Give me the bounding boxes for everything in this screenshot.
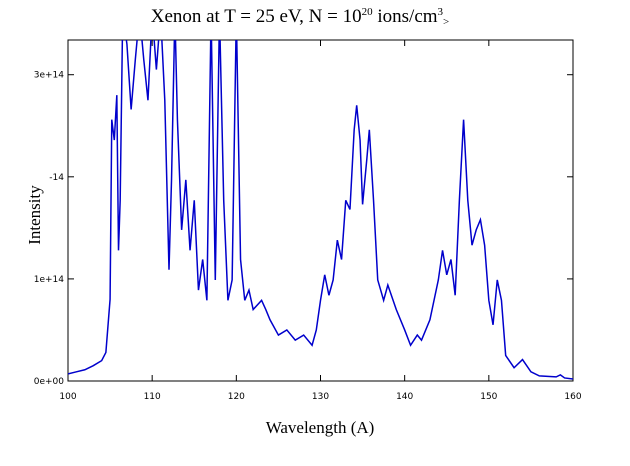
title-part: ions/cm	[373, 6, 438, 27]
x-tick-label: 120	[228, 392, 245, 402]
x-axis-label: Wavelength (A)	[266, 418, 375, 437]
chart-title: Xenon at T = 25 eV, N = 1020 ions/cm3>	[151, 6, 450, 28]
title-part: >	[443, 16, 449, 28]
y-tick-label: 1e+14	[34, 275, 65, 285]
title-part: Xenon at T = 25 eV, N = 10	[151, 6, 362, 27]
title-part: 3	[438, 6, 444, 18]
y-tick-label: -14	[49, 173, 64, 183]
x-tick-label: 130	[312, 392, 329, 402]
spectrum-line	[68, 40, 573, 380]
title-part: 20	[362, 6, 374, 18]
x-tick-label: 160	[564, 392, 581, 402]
y-tick-label: 3e+14	[34, 71, 65, 81]
x-tick-label: 150	[480, 392, 497, 402]
x-tick-label: 110	[144, 392, 161, 402]
x-tick-label: 100	[59, 392, 76, 402]
x-tick-label: 140	[396, 392, 413, 402]
y-axis-label: Intensity	[25, 185, 44, 245]
y-tick-label: 0e+00	[34, 377, 65, 387]
plot-frame	[67, 39, 574, 382]
